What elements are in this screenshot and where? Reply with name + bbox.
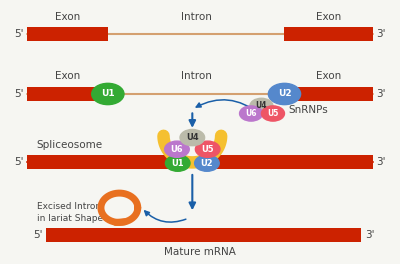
Text: 5': 5' <box>14 29 23 39</box>
Text: U5: U5 <box>267 109 279 118</box>
Circle shape <box>240 106 262 121</box>
Text: Spliceosome: Spliceosome <box>36 140 102 150</box>
Bar <box>208 155 373 169</box>
Text: U6: U6 <box>171 145 183 154</box>
Text: Exon: Exon <box>316 12 341 22</box>
Text: 5': 5' <box>14 89 23 99</box>
Text: U2: U2 <box>278 89 291 98</box>
Text: Excised Intron
in lariat Shape: Excised Intron in lariat Shape <box>37 202 103 223</box>
Text: Intron: Intron <box>181 12 212 22</box>
Text: U1: U1 <box>172 159 184 168</box>
Text: U6: U6 <box>245 109 257 118</box>
Bar <box>46 228 361 242</box>
Text: SnRNPs: SnRNPs <box>288 105 328 115</box>
Circle shape <box>180 129 205 146</box>
Text: U4: U4 <box>186 133 199 142</box>
Text: 5': 5' <box>14 157 23 167</box>
Text: Exon: Exon <box>316 72 341 81</box>
Text: Exon: Exon <box>55 12 80 22</box>
Text: U5: U5 <box>201 145 214 154</box>
Circle shape <box>195 141 220 157</box>
Text: U4: U4 <box>256 101 267 110</box>
Bar <box>27 155 177 169</box>
Text: U1: U1 <box>101 89 115 98</box>
Bar <box>27 87 108 101</box>
Bar <box>284 27 373 41</box>
Circle shape <box>262 106 284 121</box>
Circle shape <box>268 83 301 105</box>
Text: 3': 3' <box>377 157 386 167</box>
Circle shape <box>166 155 190 171</box>
Circle shape <box>250 98 273 114</box>
Text: 3': 3' <box>377 89 386 99</box>
Bar <box>284 87 373 101</box>
Circle shape <box>165 141 189 157</box>
Text: Intron: Intron <box>181 72 212 81</box>
Bar <box>27 27 108 41</box>
Text: Mature mRNA: Mature mRNA <box>164 247 236 257</box>
Text: U2: U2 <box>200 159 213 168</box>
Text: 3': 3' <box>365 230 375 240</box>
Circle shape <box>195 155 219 171</box>
Circle shape <box>92 83 124 105</box>
Text: 5': 5' <box>33 230 42 240</box>
Text: 3': 3' <box>377 29 386 39</box>
Text: Exon: Exon <box>55 72 80 81</box>
